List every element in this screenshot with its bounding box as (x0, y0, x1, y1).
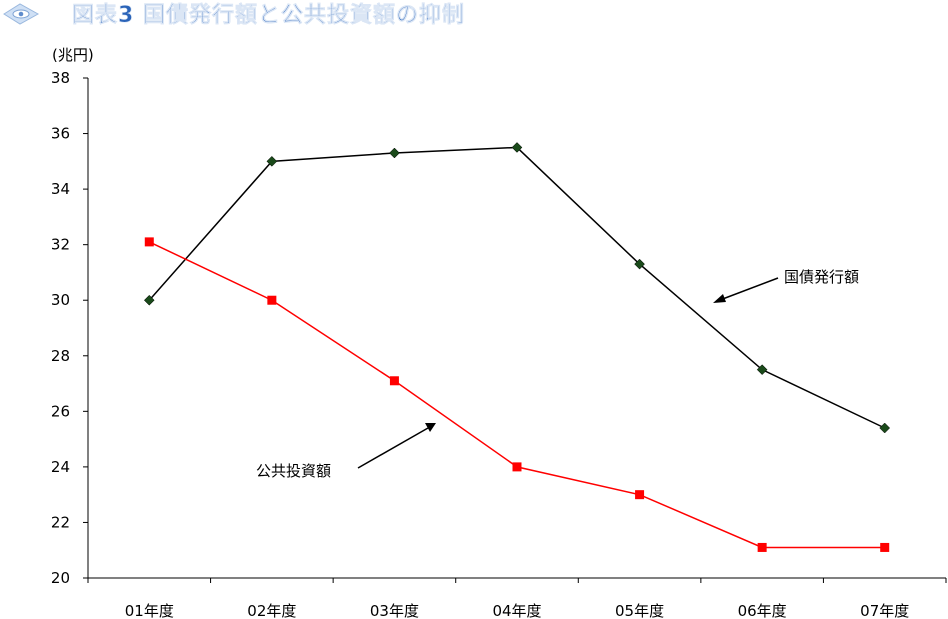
y-tick-labels: 20 22 24 26 28 30 32 34 36 38 (51, 69, 88, 587)
series-line (148, 146, 886, 429)
data-point (511, 142, 523, 153)
data-point (144, 237, 154, 247)
annotation-public-investment: 公共投資額 (256, 423, 436, 480)
y-tick-label: 24 (51, 458, 70, 476)
data-point (879, 422, 891, 434)
x-tick-label: 05年度 (615, 602, 664, 619)
data-point (143, 294, 155, 306)
x-tick-label: 06年度 (738, 602, 787, 619)
diamond-eye-icon (3, 3, 40, 25)
data-point (634, 258, 645, 270)
data-point (267, 295, 277, 305)
series-bond-issuance (143, 142, 891, 434)
data-point (266, 155, 278, 167)
annotation-investment-arrowhead (425, 423, 436, 432)
data-point (756, 364, 768, 376)
series-line (148, 241, 885, 549)
chart-axes (87, 78, 946, 579)
data-point (389, 147, 400, 159)
annotation-bond-issuance: 国債発行額 (713, 268, 859, 303)
y-tick-label: 26 (51, 402, 70, 420)
series-public-investment (144, 237, 890, 552)
y-unit-label: (兆円) (52, 46, 94, 64)
data-point (389, 376, 399, 386)
y-tick-label: 38 (51, 69, 70, 87)
x-tick-label: 04年度 (492, 602, 541, 619)
x-tick-label: 02年度 (247, 602, 296, 619)
data-point (512, 462, 522, 472)
series-layer (143, 142, 891, 552)
data-point (757, 542, 767, 552)
y-tick-label: 36 (51, 125, 70, 143)
chart-title: 図表3 国債発行額と公共投資額の抑制 (72, 2, 465, 28)
y-tick-label: 34 (51, 180, 70, 198)
annotation-bond-arrowhead (713, 294, 726, 303)
data-point (880, 542, 890, 552)
annotation-investment-label: 公共投資額 (256, 462, 331, 480)
annotation-bond-arrow (719, 277, 779, 301)
data-point (635, 490, 645, 500)
x-tick-labels: 01年度 02年度 03年度 04年度 05年度 06年度 07年度 (87, 578, 947, 619)
annotation-investment-arrow (357, 427, 429, 469)
y-tick-label: 28 (51, 347, 70, 365)
y-tick-label: 22 (51, 513, 70, 531)
x-tick-label: 01年度 (125, 602, 174, 619)
y-tick-label: 30 (51, 291, 70, 309)
y-tick-label: 32 (51, 236, 70, 254)
x-tick-label: 07年度 (860, 602, 909, 619)
y-tick-label: 20 (51, 569, 70, 587)
x-tick-label: 03年度 (370, 602, 419, 619)
annotation-bond-label: 国債発行額 (784, 268, 859, 286)
